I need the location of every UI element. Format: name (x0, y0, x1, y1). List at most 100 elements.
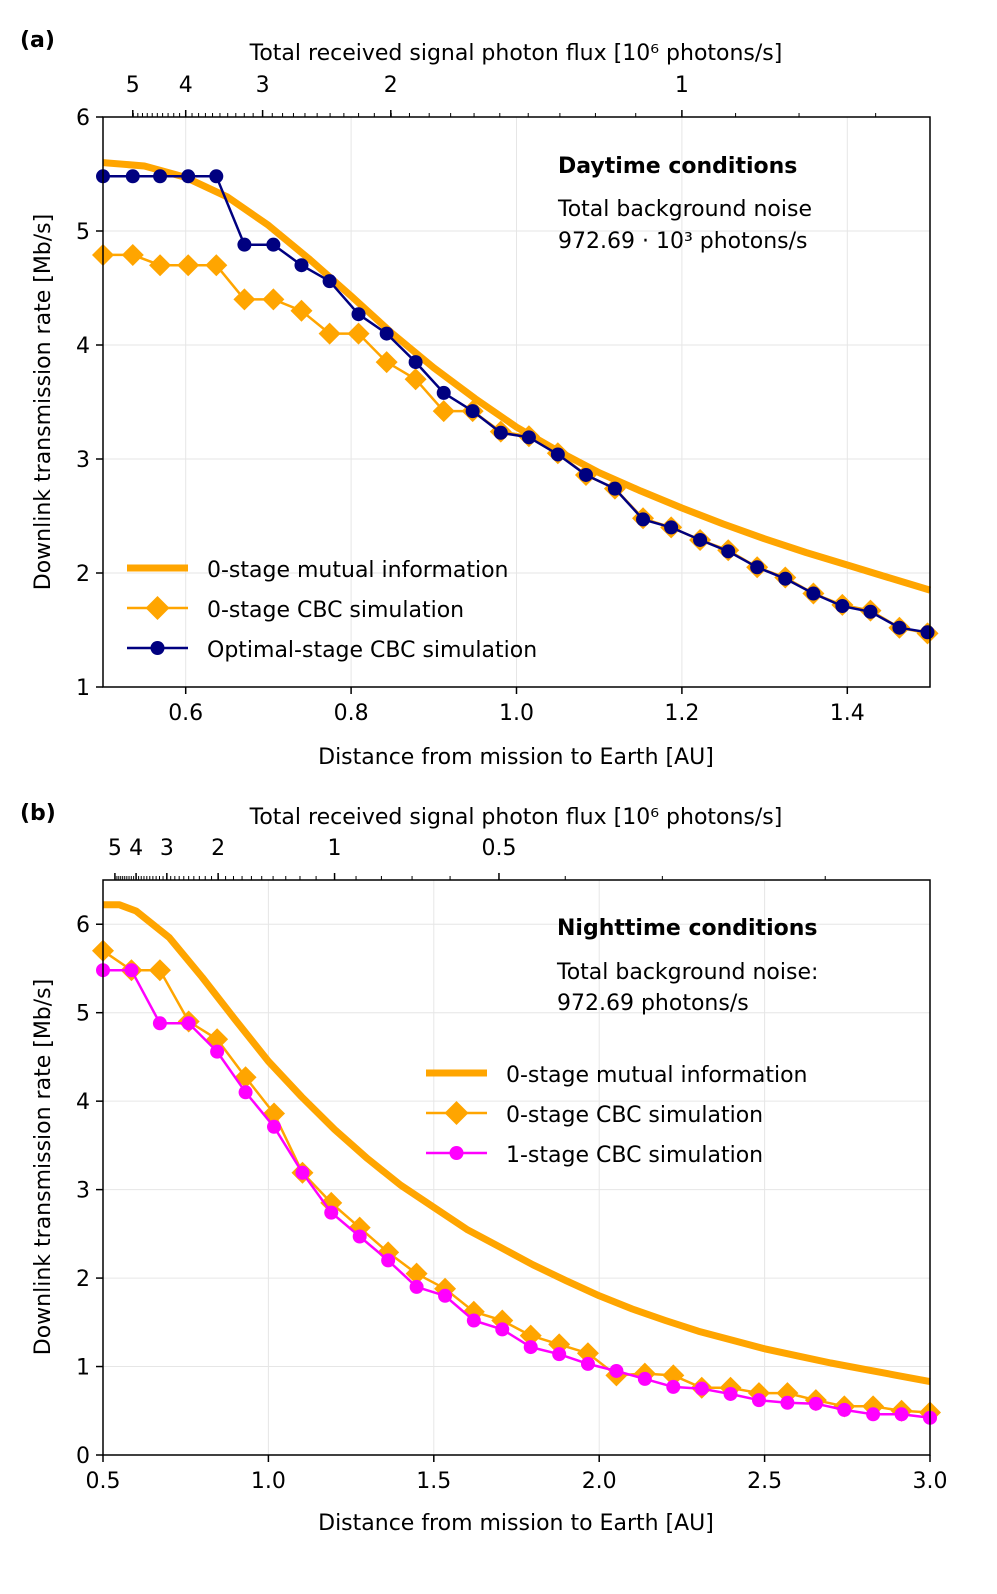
panel-a-annotation-title: Daytime conditions (558, 154, 797, 179)
0-stage-cbc-simulation-marker (177, 254, 200, 277)
1-stage-cbc-simulation-marker (523, 1340, 538, 1355)
0-stage-mutual-information-line (102, 159, 932, 594)
xtick-label: 3.0 (913, 1469, 948, 1494)
panel-b-annotation-title: Nighttime conditions (557, 916, 817, 941)
ytick-label: 3 (76, 1179, 90, 1204)
optimal-stage-cbc-simulation-marker (493, 425, 508, 440)
ytick-label: 5 (76, 1002, 90, 1027)
optimal-stage-cbc-simulation-marker (294, 258, 309, 273)
panel-a-xlabel: Distance from mission to Earth [AU] (318, 745, 714, 770)
optimal-stage-cbc-simulation-marker (550, 447, 565, 462)
xtick-label: 0.6 (168, 701, 203, 726)
optimal-stage-cbc-simulation-marker (835, 599, 850, 614)
1-stage-cbc-simulation-marker (780, 1395, 795, 1410)
panel-b-annotation-line2: 972.69 photons/s (557, 991, 749, 1016)
1-stage-cbc-simulation-marker (666, 1379, 681, 1394)
0-stage-cbc-simulation-marker (576, 1342, 599, 1365)
optimal-stage-cbc-simulation-marker (125, 169, 140, 184)
0-stage-cbc-simulation-marker (234, 1066, 257, 1089)
1-stage-cbc-simulation-marker (808, 1396, 823, 1411)
panel-a-frame (102, 116, 931, 688)
ytick-label: 1 (76, 676, 90, 701)
1-stage-cbc-simulation-marker (324, 1205, 339, 1220)
xtick-label: 1.4 (830, 701, 865, 726)
panel-b-legend-cbc1-marker (449, 1146, 464, 1160)
0-stage-cbc-simulation-marker (205, 254, 228, 277)
panel-b-legend: 0-stage mutual information 0-stage CBC s… (426, 1063, 808, 1168)
panel-a-top-axis-label: Total received signal photon flux [10⁶ p… (249, 41, 783, 66)
xtick-label: 1.0 (499, 701, 534, 726)
panel-a-annotation-line2: 972.69 · 10³ photons/s (558, 229, 808, 254)
0-stage-cbc-simulation-marker (347, 322, 370, 345)
1-stage-cbc-simulation-marker (381, 1253, 396, 1268)
panel-a-legend: 0-stage mutual information 0-stage CBC s… (127, 558, 537, 663)
1-stage-cbc-simulation-marker (637, 1371, 652, 1386)
1-stage-cbc-simulation-marker (124, 963, 139, 978)
optimal-stage-cbc-simulation-marker (578, 467, 593, 482)
panel-b-top-axis-label: Total received signal photon flux [10⁶ p… (249, 805, 783, 830)
0-stage-cbc-simulation-marker (519, 1324, 542, 1347)
optimal-stage-cbc-simulation-marker (693, 532, 708, 547)
top-tick-label: 4 (129, 836, 143, 861)
top-tick-label: 1 (675, 73, 689, 98)
1-stage-cbc-simulation-marker (552, 1347, 567, 1362)
optimal-stage-cbc-simulation-marker (636, 512, 651, 527)
0-stage-cbc-simulation-marker (121, 243, 144, 266)
panel-a-legend-mi-label: 0-stage mutual information (207, 558, 509, 583)
optimal-stage-cbc-simulation-marker (436, 385, 451, 400)
panel-a-ticks: 0.6 0.8 1.0 1.2 1.4 1 2 3 4 5 6 5 4 3 2 1 (76, 73, 877, 726)
1-stage-cbc-simulation-marker (751, 1393, 766, 1408)
0-stage-cbc-simulation-marker (405, 1262, 428, 1285)
1-stage-cbc-simulation-marker (466, 1313, 481, 1328)
xtick-label: 1.0 (251, 1469, 286, 1494)
top-tick-label: 5 (126, 73, 140, 98)
panel-a-legend-opt-label: Optimal-stage CBC simulation (207, 638, 537, 663)
optimal-stage-cbc-simulation-marker (863, 604, 878, 619)
xtick-label: 0.5 (86, 1469, 121, 1494)
panel-b-legend-mi-label: 0-stage mutual information (506, 1063, 808, 1088)
optimal-stage-cbc-simulation-marker (892, 620, 907, 635)
optimal-stage-cbc-simulation-marker (153, 169, 168, 184)
ytick-label: 2 (76, 562, 90, 587)
panel-b-label: (b) (20, 801, 56, 826)
1-stage-cbc-simulation-marker (295, 1165, 310, 1180)
panel-a-annotation-line1: Total background noise (557, 197, 812, 222)
xtick-label: 0.8 (334, 701, 369, 726)
optimal-stage-cbc-simulation-marker (607, 481, 622, 496)
0-stage-cbc-simulation-marker (662, 1364, 685, 1387)
panel-b-frame (102, 879, 931, 1456)
1-stage-cbc-simulation-marker (609, 1363, 624, 1378)
panel-b-series (92, 901, 941, 1425)
panel-b-xlabel: Distance from mission to Earth [AU] (318, 1511, 714, 1536)
xtick-label: 1.2 (664, 701, 699, 726)
0-stage-cbc-simulation-marker (375, 351, 398, 374)
panel-a-legend-opt-marker (150, 641, 165, 655)
optimal-stage-cbc-simulation-marker (750, 560, 765, 575)
optimal-stage-cbc-simulation-marker (664, 520, 679, 535)
ytick-label: 6 (76, 913, 90, 938)
top-tick-label: 2 (384, 73, 398, 98)
optimal-stage-cbc-simulation-marker (209, 169, 224, 184)
panel-b-legend-cbc0-marker (444, 1101, 469, 1125)
ytick-label: 4 (76, 1090, 90, 1115)
1-stage-cbc-simulation-marker (238, 1085, 253, 1100)
ytick-label: 2 (76, 1267, 90, 1292)
panel-a-legend-cbc0-label: 0-stage CBC simulation (207, 598, 464, 623)
top-tick-label: 4 (179, 73, 193, 98)
0-stage-cbc-simulation-marker (404, 368, 427, 391)
0-stage-cbc-simulation-marker (148, 959, 171, 982)
1-stage-cbc-simulation-marker (495, 1322, 510, 1337)
optimal-stage-cbc-simulation-marker (778, 571, 793, 586)
ytick-label: 0 (76, 1444, 90, 1469)
panel-a-legend-cbc0-marker (145, 596, 170, 620)
top-tick-label: 3 (160, 836, 174, 861)
1-stage-cbc-simulation-marker (409, 1279, 424, 1294)
panel-b-legend-cbc0-label: 0-stage CBC simulation (506, 1103, 763, 1128)
xtick-label: 1.5 (416, 1469, 451, 1494)
1-stage-cbc-simulation-marker (837, 1402, 852, 1417)
optimal-stage-cbc-simulation-marker (379, 326, 394, 341)
1-stage-cbc-simulation-marker (210, 1044, 225, 1059)
1-stage-cbc-simulation-marker (694, 1381, 709, 1396)
